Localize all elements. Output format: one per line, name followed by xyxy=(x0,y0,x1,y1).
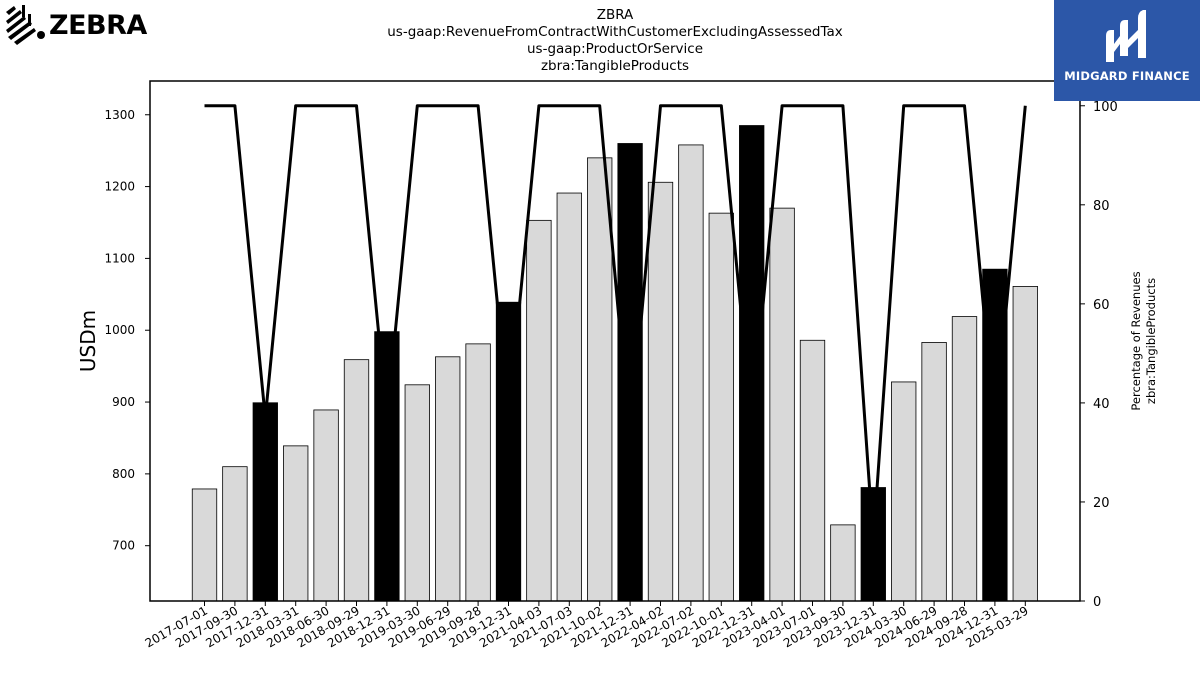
bar-2025-03-29 xyxy=(1012,286,1038,602)
percentage-line xyxy=(204,104,1027,544)
bar-2024-03-30 xyxy=(891,381,917,602)
midgard-finance-logo: MIDGARD FINANCE xyxy=(1054,0,1200,101)
bar-2021-12-31 xyxy=(617,143,643,602)
bar-2019-03-30 xyxy=(404,384,430,602)
zebra-logo: ZEBRA xyxy=(4,4,154,50)
bar-2019-06-29 xyxy=(435,356,461,602)
y2-axis-label-line1: Percentage of Revenues xyxy=(1129,271,1143,410)
bar-2021-07-03 xyxy=(556,192,582,602)
y-tick-label: 800 xyxy=(112,467,135,481)
bar-2021-10-02 xyxy=(587,157,613,602)
y2-tick-label: 0 xyxy=(1093,595,1101,610)
bar-2017-12-31 xyxy=(252,402,278,602)
y-tick-label: 1300 xyxy=(104,108,135,122)
bar-2019-09-28 xyxy=(465,343,491,602)
bar-2023-09-30 xyxy=(830,524,856,602)
bar-2022-07-02 xyxy=(678,144,704,602)
zebra-logo-text: ZEBRA xyxy=(49,10,147,41)
chart-title-block: ZBRA us-gaap:RevenueFromContractWithCust… xyxy=(0,7,1200,75)
chart-title-concept: us-gaap:RevenueFromContractWithCustomerE… xyxy=(387,24,843,40)
y2-tick-label: 60 xyxy=(1093,298,1110,313)
bar-2024-09-28 xyxy=(951,316,978,602)
chart-title-member: zbra:TangibleProducts xyxy=(540,58,690,74)
bar-2024-06-29 xyxy=(921,342,947,602)
bar-2021-04-03 xyxy=(526,219,552,602)
bar-2019-12-31 xyxy=(495,301,522,602)
left-axis-ticks: 700 800 900 1000 1100 1200 1300 xyxy=(104,108,150,553)
chart-title-ticker: ZBRA xyxy=(596,7,634,23)
y2-axis-label-line2: zbra:TangibleProducts xyxy=(1144,278,1158,404)
y-tick-label: 900 xyxy=(112,395,135,409)
y2-tick-label: 40 xyxy=(1093,397,1110,412)
bar-2017-07-01 xyxy=(191,488,218,602)
y-tick-label: 700 xyxy=(112,539,135,553)
bar-2023-04-01 xyxy=(769,207,795,602)
bars-group xyxy=(191,125,1038,602)
y2-tick-label: 80 xyxy=(1093,199,1110,214)
bar-2018-12-31 xyxy=(374,331,400,602)
bar-2022-12-31 xyxy=(739,125,765,602)
zebra-stripes-icon xyxy=(6,5,45,45)
midgard-mark-icon xyxy=(1106,10,1146,62)
y-tick-label: 1000 xyxy=(104,323,135,337)
y2-tick-label: 20 xyxy=(1093,496,1110,511)
midgard-finance-logo-text: MIDGARD FINANCE xyxy=(1064,69,1190,83)
bar-2022-04-02 xyxy=(647,181,674,602)
bar-2018-09-29 xyxy=(343,359,370,602)
bar-2018-06-30 xyxy=(313,409,339,602)
chart-title-axis: us-gaap:ProductOrService xyxy=(526,41,704,57)
x-axis-ticks: 2017-07-012017-09-302017-12-312018-03-31… xyxy=(143,601,1031,650)
bar-2023-07-01 xyxy=(799,339,826,602)
plot-frame xyxy=(149,80,1081,602)
y-tick-label: 1100 xyxy=(104,251,135,265)
bar-2024-12-31 xyxy=(982,268,1008,602)
percentage-line-group xyxy=(204,104,1027,544)
bar-2018-03-31 xyxy=(283,445,309,602)
y-axis-label: USDm xyxy=(76,310,100,372)
y-tick-label: 1200 xyxy=(104,180,135,194)
bar-2023-12-31 xyxy=(860,487,886,602)
y2-tick-label: 100 xyxy=(1093,100,1118,115)
bar-2017-09-30 xyxy=(222,466,248,602)
right-axis-ticks: 0 20 40 60 80 100 xyxy=(1080,100,1118,610)
bar-2022-10-01 xyxy=(708,212,734,602)
